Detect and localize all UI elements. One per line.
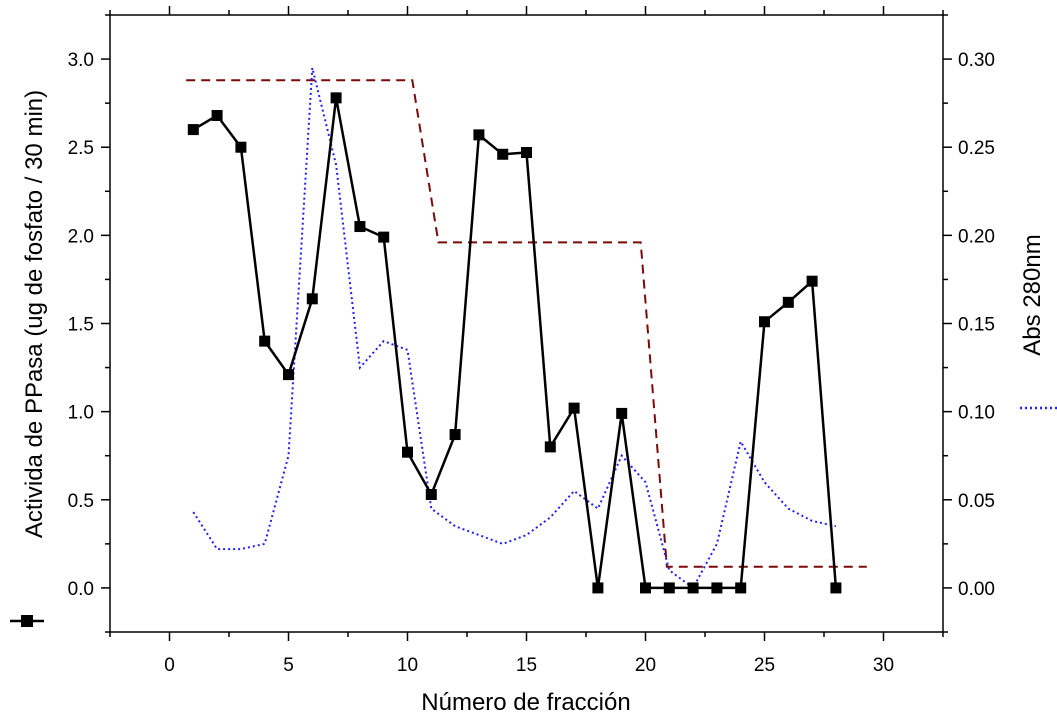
x-tick-label: 15 [516, 655, 537, 676]
series-layer [186, 67, 867, 594]
y-left-tick-label: 2.0 [68, 226, 94, 247]
y-left-tick-label: 1.0 [68, 403, 94, 424]
legend-swatch-activity [10, 615, 44, 627]
y-left-axis-label: Activida de PPasa (ug de fosfato / 30 mi… [21, 90, 48, 538]
data-point-marker [425, 488, 437, 500]
series-line-dashed [186, 79, 867, 568]
y-right-tick-label: 0.00 [958, 579, 995, 600]
y-right-tick-label: 0.20 [958, 226, 995, 247]
data-point-marker [663, 582, 675, 594]
data-point-marker [711, 582, 723, 594]
data-point-marker [759, 316, 770, 328]
y-left-axis-ticks: 0.0 0.5 1.0 1.5 2.0 2.5 3.0 [68, 14, 110, 633]
data-point-marker [473, 129, 485, 141]
x-tick-label: 20 [635, 655, 656, 676]
x-tick-label: 10 [397, 655, 418, 676]
data-point-marker [235, 141, 247, 153]
y-left-tick-label: 0.5 [68, 491, 94, 512]
data-point-marker [568, 402, 580, 414]
series-line-activity [192, 97, 838, 590]
data-point-marker [830, 582, 842, 594]
y-right-tick-label: 0.10 [958, 403, 995, 424]
x-tick-label: 25 [754, 655, 775, 676]
series-line-abs280 [192, 67, 837, 590]
data-point-marker [402, 446, 413, 458]
y-left-tick-label: 3.0 [68, 50, 94, 71]
data-point-marker [330, 92, 342, 104]
data-point-marker [211, 109, 223, 121]
y-right-axis-label: Abs 280nm [1019, 234, 1046, 355]
data-point-marker [735, 582, 747, 594]
y-right-tick-label: 0.15 [958, 315, 995, 336]
y-left-tick-label: 2.5 [68, 138, 94, 159]
data-point-marker [806, 275, 818, 287]
y-right-axis-ticks: 0.00 0.05 0.10 0.15 0.20 0.25 0.30 [943, 14, 995, 633]
data-point-marker [544, 441, 556, 453]
data-point-marker [187, 124, 199, 136]
y-right-tick-label: 0.30 [958, 50, 995, 71]
data-point-marker [259, 335, 271, 347]
x-axis-ticks: 0 5 10 15 20 25 30 [109, 6, 944, 676]
data-point-marker [592, 582, 604, 594]
x-tick-label: 30 [873, 655, 894, 676]
data-point-marker [354, 221, 366, 233]
data-point-marker [640, 582, 651, 594]
x-tick-label: 5 [283, 655, 294, 676]
y-right-tick-label: 0.05 [958, 491, 995, 512]
y-right-tick-label: 0.25 [958, 138, 995, 159]
data-point-marker [378, 231, 390, 243]
data-point-marker [616, 407, 628, 419]
data-point-marker [283, 369, 294, 381]
x-axis-label: Número de fracción [421, 689, 630, 716]
data-point-marker [782, 296, 794, 308]
x-tick-label: 0 [164, 655, 175, 676]
data-point-marker [521, 147, 532, 159]
data-point-marker [687, 582, 699, 594]
data-point-marker [497, 148, 509, 160]
y-left-tick-label: 1.5 [68, 315, 94, 336]
plot-frame [109, 14, 944, 633]
data-point-marker [306, 293, 318, 305]
data-point-marker [449, 429, 461, 441]
y-left-tick-label: 0.0 [68, 579, 94, 600]
